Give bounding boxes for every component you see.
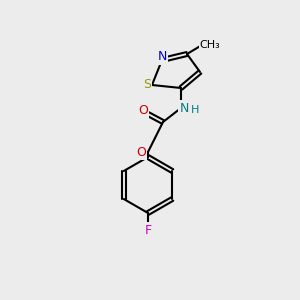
- Text: O: O: [136, 146, 146, 158]
- Text: N: N: [157, 50, 167, 64]
- Text: S: S: [143, 79, 151, 92]
- Text: O: O: [138, 104, 148, 118]
- Text: H: H: [191, 105, 199, 115]
- Text: N: N: [179, 101, 189, 115]
- Text: F: F: [144, 224, 152, 236]
- Text: CH₃: CH₃: [200, 40, 220, 50]
